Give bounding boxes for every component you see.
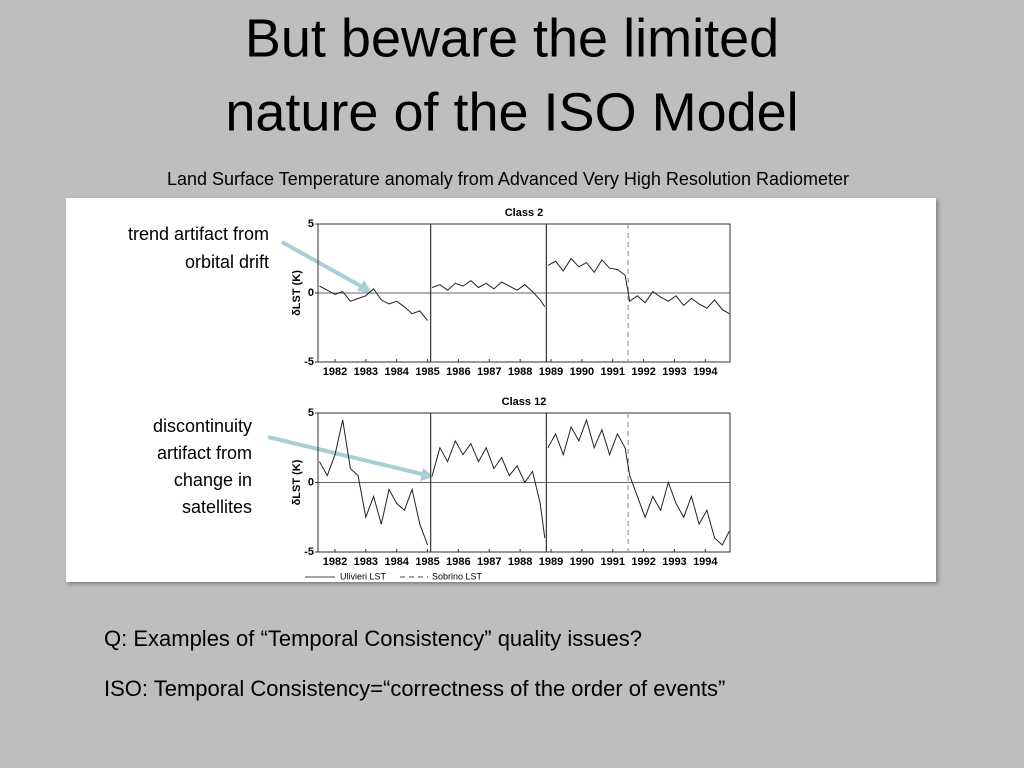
legend-label: Ulivieri LST [340, 571, 387, 581]
x-tick-label: 1983 [354, 556, 378, 568]
x-tick-label: 1986 [446, 556, 470, 568]
x-tick-label: 1984 [384, 366, 409, 378]
x-tick-label: 1994 [693, 366, 718, 378]
x-tick-label: 1993 [662, 366, 686, 378]
y-tick-label: 5 [308, 218, 314, 230]
y-axis-label: δLST (K) [291, 459, 303, 505]
question: ISO: Temporal Consistency=“correctness o… [104, 676, 725, 701]
annotation: artifact from [157, 443, 252, 463]
x-tick-label: 1994 [693, 556, 718, 568]
subtitle: Land Surface Temperature anomaly from Ad… [167, 169, 849, 189]
x-tick-label: 1983 [354, 366, 378, 378]
question: Q: Examples of “Temporal Consistency” qu… [104, 626, 642, 651]
x-tick-label: 1987 [477, 556, 501, 568]
data-line [319, 257, 730, 321]
data-line [319, 418, 730, 546]
x-tick-label: 1990 [570, 556, 594, 568]
legend-label: Sobrino LST [432, 571, 483, 581]
y-axis-label: δLST (K) [291, 270, 303, 316]
x-tick-label: 1985 [415, 366, 439, 378]
x-tick-label: 1988 [508, 366, 532, 378]
x-tick-label: 1986 [446, 366, 470, 378]
x-tick-label: 1987 [477, 366, 501, 378]
chart-title: Class 2 [505, 207, 544, 219]
arrow [281, 240, 367, 291]
x-tick-label: 1988 [508, 556, 532, 568]
chart-title: Class 12 [502, 396, 547, 408]
y-tick-label: 5 [308, 407, 314, 419]
x-tick-label: 1992 [631, 556, 655, 568]
x-tick-label: 1989 [539, 366, 563, 378]
x-tick-label: 1991 [600, 366, 624, 378]
annotation: orbital drift [185, 252, 269, 272]
x-tick-label: 1982 [323, 556, 347, 568]
slide-title: But beware the limited [245, 8, 779, 68]
y-tick-label: -5 [304, 546, 314, 558]
x-tick-label: 1989 [539, 556, 563, 568]
x-tick-label: 1982 [323, 366, 347, 378]
x-tick-label: 1991 [600, 556, 624, 568]
x-tick-label: 1990 [570, 366, 594, 378]
annotation: change in [174, 470, 252, 490]
arrow [267, 435, 427, 477]
arrowhead [357, 280, 372, 293]
y-tick-label: 0 [308, 287, 314, 299]
x-tick-label: 1992 [631, 366, 655, 378]
x-tick-label: 1984 [384, 556, 409, 568]
y-tick-label: -5 [304, 356, 314, 368]
x-tick-label: 1993 [662, 556, 686, 568]
annotation: trend artifact from [128, 224, 269, 244]
figure-panel [66, 198, 936, 582]
annotation: satellites [182, 497, 252, 517]
x-tick-label: 1985 [415, 556, 439, 568]
annotation: discontinuity [153, 416, 252, 436]
slide-title: nature of the ISO Model [225, 82, 798, 142]
y-tick-label: 0 [308, 476, 314, 488]
